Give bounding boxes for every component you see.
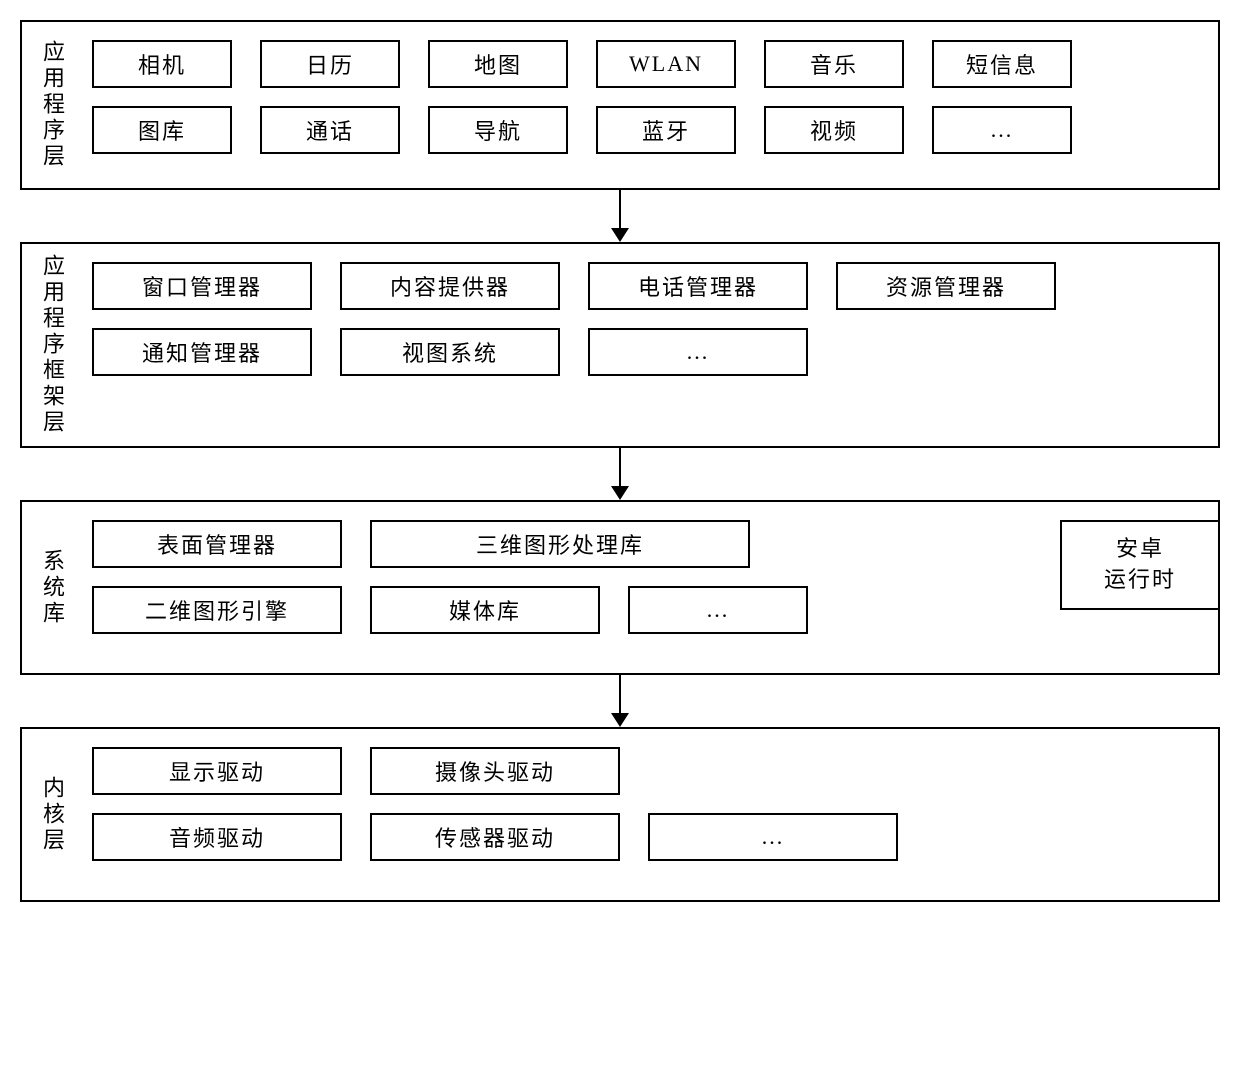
box: 内容提供器 — [340, 262, 560, 310]
box: 视频 — [764, 106, 904, 154]
layer-label: 应用程序框架层 — [22, 244, 82, 446]
box: 显示驱动 — [92, 747, 342, 795]
row: 相机日历地图 WLAN 音乐短信息 — [92, 40, 1198, 88]
box: 音频驱动 — [92, 813, 342, 861]
box: 二维图形引擎 — [92, 586, 342, 634]
row: 显示驱动摄像头驱动 — [92, 747, 1198, 795]
row: 图库通话导航蓝牙视频... — [92, 106, 1198, 154]
layer-content: 表面管理器三维图形处理库二维图形引擎媒体库... — [82, 502, 1218, 673]
box: 媒体库 — [370, 586, 600, 634]
android-runtime-box: 安卓运行时 — [1060, 520, 1220, 610]
row: 音频驱动传感器驱动... — [92, 813, 1198, 861]
row: 通知管理器视图系统... — [92, 328, 1198, 376]
box: 通知管理器 — [92, 328, 312, 376]
box: 蓝牙 — [596, 106, 736, 154]
layer-label: 内核层 — [22, 729, 82, 900]
layer-kernel: 内核层显示驱动摄像头驱动音频驱动传感器驱动... — [20, 727, 1220, 902]
box: 传感器驱动 — [370, 813, 620, 861]
row: 表面管理器三维图形处理库 — [92, 520, 1198, 568]
box: 摄像头驱动 — [370, 747, 620, 795]
box: 三维图形处理库 — [370, 520, 750, 568]
layer-content: 窗口管理器内容提供器电话管理器资源管理器通知管理器视图系统... — [82, 244, 1218, 446]
layer-content: 显示驱动摄像头驱动音频驱动传感器驱动... — [82, 729, 1218, 900]
box: 视图系统 — [340, 328, 560, 376]
box: 日历 — [260, 40, 400, 88]
box: ... — [932, 106, 1072, 154]
box: WLAN — [596, 40, 736, 88]
box: ... — [648, 813, 898, 861]
box: 表面管理器 — [92, 520, 342, 568]
architecture-diagram: 应用程序层相机日历地图WLAN音乐短信息图库通话导航蓝牙视频...应用程序框架层… — [20, 20, 1220, 902]
arrow-down — [20, 190, 1220, 242]
box: 图库 — [92, 106, 232, 154]
box: 导航 — [428, 106, 568, 154]
arrow-down — [20, 448, 1220, 500]
box: 资源管理器 — [836, 262, 1056, 310]
box: ... — [628, 586, 808, 634]
layer-label: 应用程序层 — [22, 22, 82, 188]
layer-framework: 应用程序框架层窗口管理器内容提供器电话管理器资源管理器通知管理器视图系统... — [20, 242, 1220, 448]
row: 窗口管理器内容提供器电话管理器资源管理器 — [92, 262, 1198, 310]
layer-syslib: 系统库表面管理器三维图形处理库二维图形引擎媒体库...安卓运行时 — [20, 500, 1220, 675]
box: ... — [588, 328, 808, 376]
box: 短信息 — [932, 40, 1072, 88]
layer-content: 相机日历地图 WLAN 音乐短信息图库通话导航蓝牙视频... — [82, 22, 1218, 188]
box: 相机 — [92, 40, 232, 88]
row: 二维图形引擎媒体库... — [92, 586, 1198, 634]
box: 通话 — [260, 106, 400, 154]
box: 地图 — [428, 40, 568, 88]
layer-label: 系统库 — [22, 502, 82, 673]
layer-app: 应用程序层相机日历地图 WLAN 音乐短信息图库通话导航蓝牙视频... — [20, 20, 1220, 190]
box: 电话管理器 — [588, 262, 808, 310]
box: 音乐 — [764, 40, 904, 88]
box: 窗口管理器 — [92, 262, 312, 310]
arrow-down — [20, 675, 1220, 727]
